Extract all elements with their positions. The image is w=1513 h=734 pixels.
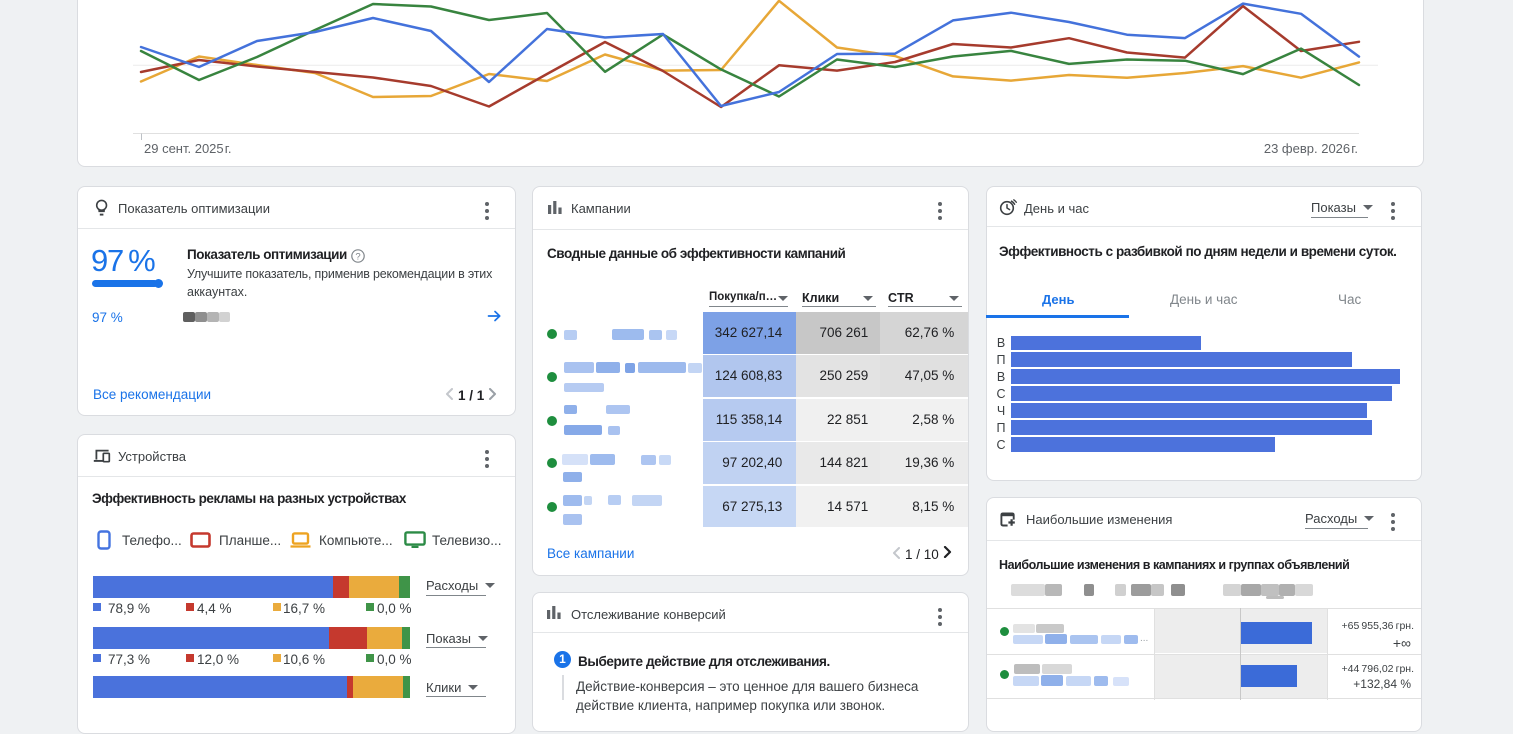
svg-text:?: ?: [355, 251, 360, 262]
